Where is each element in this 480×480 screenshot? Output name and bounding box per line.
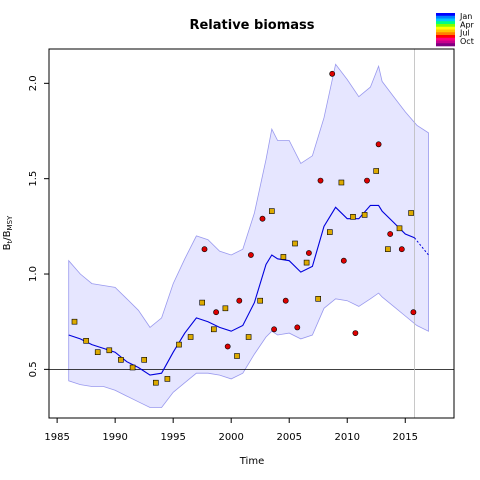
index-circle-point xyxy=(201,246,208,253)
y-axis-label-sub-t: t xyxy=(6,240,14,243)
y-tick-label: 0.5 xyxy=(28,361,39,377)
y-tick-label: 1.5 xyxy=(28,171,39,187)
index-circle-point xyxy=(224,343,231,350)
y-tick-label: 2.0 xyxy=(28,75,39,91)
median-biomass-line xyxy=(68,204,415,376)
index-square-point xyxy=(71,318,78,325)
index-circle-point xyxy=(352,330,359,336)
index-square-point xyxy=(373,168,380,174)
index-circle-point xyxy=(213,309,219,316)
index-square-point xyxy=(280,254,287,260)
x-tick-label: 2000 xyxy=(218,432,243,443)
index-square-point xyxy=(408,210,414,216)
legend-color-swatch xyxy=(436,35,455,39)
x-axis-label: Time xyxy=(239,456,264,467)
index-circle-point xyxy=(317,177,324,184)
index-square-point xyxy=(234,353,240,359)
index-square-point xyxy=(385,246,391,252)
index-circle-point xyxy=(387,231,394,237)
index-square-point xyxy=(199,299,205,306)
index-circle-point xyxy=(271,326,277,333)
index-circle-point xyxy=(398,246,405,253)
index-square-point xyxy=(245,334,252,340)
index-circle-point xyxy=(305,250,312,256)
confidence-band xyxy=(68,63,429,408)
index-circle-point xyxy=(282,297,289,304)
legend-color-swatch xyxy=(436,43,455,47)
index-square-point xyxy=(118,356,124,363)
legend-color-swatch xyxy=(436,21,455,25)
index-square-point xyxy=(361,212,368,218)
index-square-point xyxy=(94,349,101,356)
x-tick-label: 2010 xyxy=(335,432,360,443)
index-square-point xyxy=(315,295,322,302)
index-square-point xyxy=(106,347,113,354)
axes: 1985 1990 1995 2000 2005 2010 2015 0.5 1.0 1.5 2.0 xyxy=(28,75,418,443)
legend-color-swatch xyxy=(436,40,455,44)
x-tick-label: 2015 xyxy=(393,432,418,443)
x-tick-label: 1990 xyxy=(102,432,127,443)
index-circle-point xyxy=(375,141,382,148)
index-circle-point xyxy=(410,309,417,316)
index-square-point xyxy=(83,337,89,344)
plot-area xyxy=(49,49,454,418)
x-tick-label: 1985 xyxy=(44,432,69,443)
index-square-point xyxy=(292,240,298,247)
y-tick-label: 1.0 xyxy=(28,266,39,282)
plot-frame xyxy=(48,48,455,419)
index-square-point xyxy=(141,356,147,363)
index-square-point xyxy=(338,179,345,186)
index-square-point xyxy=(396,225,403,232)
index-square-point xyxy=(129,364,136,371)
index-square-point xyxy=(350,214,356,220)
index-circle-point xyxy=(364,177,370,184)
legend-label: Jan xyxy=(459,12,472,21)
legend-color-swatch xyxy=(436,37,455,41)
index-circle-point xyxy=(294,324,301,331)
x-tick-label: 1995 xyxy=(160,432,185,443)
y-axis-label-sub-msy: MSY xyxy=(6,215,14,230)
y-axis-label: Bt/BMSY xyxy=(2,215,14,250)
index-square-point xyxy=(222,305,229,312)
chart-title: Relative biomass xyxy=(189,18,314,33)
y-axis-label-b: B xyxy=(2,243,13,250)
legend-color-swatch xyxy=(436,24,455,28)
index-square-point xyxy=(326,229,333,235)
index-circle-point xyxy=(247,252,254,258)
index-circle-point xyxy=(329,70,336,77)
legend-color-swatch xyxy=(436,18,455,22)
index-circle-point xyxy=(340,257,347,264)
legend-color-swatch xyxy=(436,26,455,30)
legend-color-swatch xyxy=(436,32,455,36)
index-square-point xyxy=(164,376,171,382)
index-square-point xyxy=(211,326,217,333)
legend-label: Oct xyxy=(460,37,474,46)
index-square-point xyxy=(303,259,310,266)
index-square-point xyxy=(257,297,264,304)
legend-label: Apr xyxy=(460,20,475,29)
index-square-point xyxy=(176,341,182,348)
legend-color-swatch xyxy=(436,29,455,33)
legend-color-swatch xyxy=(436,13,455,17)
index-circle-point xyxy=(236,297,243,304)
x-tick-label: 2005 xyxy=(276,432,301,443)
index-square-point xyxy=(153,379,159,386)
y-axis-label-slash: /B xyxy=(2,230,13,240)
index-circle-point xyxy=(259,215,266,222)
legend-label: Jul xyxy=(459,29,470,38)
legend-color-swatch xyxy=(436,15,455,19)
index-square-point xyxy=(187,334,194,340)
index-square-point xyxy=(268,208,275,214)
